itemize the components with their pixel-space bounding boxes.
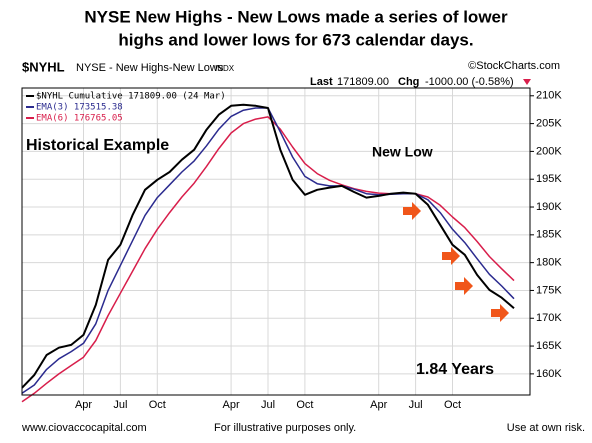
last-label: Last [310,76,333,88]
y-tick-label: 200K [536,145,562,157]
symbol: $NYHL [22,59,65,74]
x-tick-label: Oct [296,399,313,411]
arrows [403,202,509,322]
chg-label: Chg [398,76,419,88]
y-tick-label: 165K [536,340,562,352]
series-line [21,116,515,403]
legend-label: $NYHL Cumulative 171809.00 (24 Mar) [36,92,226,102]
y-tick-label: 180K [536,257,562,269]
arrow [403,202,421,220]
arrow [442,247,460,265]
down-marker [523,79,531,85]
arrow [491,304,509,322]
grid [22,88,530,395]
last-value: 171809.00 [337,76,389,88]
annotation: Historical Example [26,137,169,154]
x-tick-label: Apr [370,399,387,411]
legend-label: EMA(3) 173515.38 [36,103,123,113]
exchange: INDX [215,64,235,73]
plot-frame [21,87,531,396]
footer: www.ciovaccocapital.com [21,422,147,434]
footer: Use at own risk. [507,422,585,434]
series-line [21,103,515,389]
y-tick-label: 205K [536,118,562,130]
y-tick-label: 170K [536,312,562,324]
footer: For illustrative purposes only. [214,422,356,434]
x-tick-label: Jul [409,399,423,411]
x-tick-label: Jul [113,399,127,411]
annotation: New Low [372,144,433,160]
x-tick-label: Apr [75,399,92,411]
chg-value: -1000.00 (-0.58%) [425,76,514,88]
series-lines [21,103,515,403]
x-tick-label: Oct [444,399,461,411]
y-tick-label: 185K [536,229,562,241]
x-tick-label: Oct [149,399,166,411]
y-tick-label: 195K [536,173,562,185]
x-tick-label: Apr [223,399,240,411]
arrow [455,277,473,295]
legend-label: EMA(6) 176765.05 [36,114,123,124]
symbol-name: NYSE - New Highs-New Lows [76,62,224,74]
title-line: highs and lower lows for 673 calendar da… [118,30,473,49]
title-line: NYSE New Highs - New Lows made a series … [84,7,508,26]
y-tick-label: 210K [536,90,562,102]
annotation: 1.84 Years [416,361,494,378]
source: ©StockCharts.com [468,60,560,72]
y-tick-label: 160K [536,368,562,380]
y-tick-label: 190K [536,201,562,213]
y-tick-label: 175K [536,284,562,296]
x-tick-label: Jul [261,399,275,411]
